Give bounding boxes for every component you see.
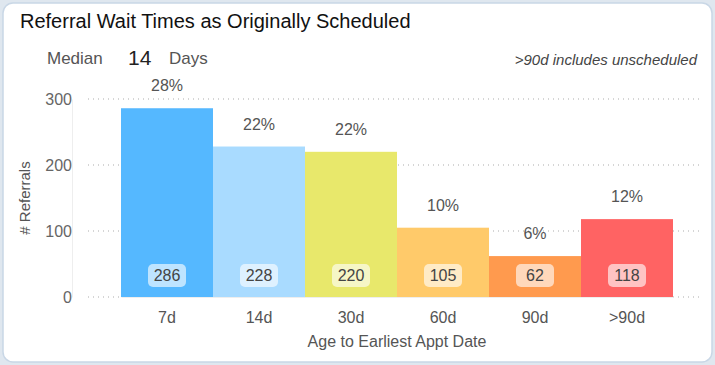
- y-tick: 200: [45, 157, 72, 174]
- data-label: 118: [614, 267, 640, 284]
- data-labels: 286 228 220 105 62 118: [148, 264, 646, 287]
- card-background: [3, 3, 712, 362]
- x-axis-line: [122, 297, 674, 298]
- bar: [489, 256, 581, 297]
- x-tick-label: 30d: [338, 309, 365, 326]
- median-label: Median: [47, 49, 103, 68]
- data-label: 105: [430, 267, 457, 284]
- bar: [397, 228, 489, 297]
- median-unit: Days: [169, 49, 208, 68]
- data-label-badge: [424, 264, 462, 287]
- data-label: 220: [338, 267, 365, 284]
- percent-labels: 28% 22% 22% 10% 6% 12%: [151, 77, 643, 242]
- x-tick: >90d: [609, 297, 645, 326]
- y-tick: 300: [45, 91, 72, 108]
- x-tick-label: 90d: [522, 309, 549, 326]
- percent-label: 22%: [243, 116, 275, 133]
- bar: [305, 152, 397, 297]
- data-label: 228: [246, 267, 273, 284]
- y-axis-line: [72, 100, 73, 298]
- chart-svg: Referral Wait Times as Originally Schedu…: [0, 0, 715, 365]
- data-label-badge: [332, 264, 370, 287]
- percent-label: 10%: [427, 197, 459, 214]
- x-tick: 30d: [338, 297, 365, 326]
- data-label-badge: [516, 264, 554, 287]
- x-tick-label: 7d: [158, 309, 176, 326]
- data-label-badge: [148, 264, 186, 287]
- chart-container: Referral Wait Times as Originally Schedu…: [0, 0, 715, 365]
- y-tick: 0: [63, 289, 72, 306]
- y-tick-label: 100: [45, 223, 72, 240]
- bar: [581, 219, 673, 297]
- data-label: 62: [526, 267, 544, 284]
- percent-label: 28%: [151, 77, 183, 94]
- percent-label: 12%: [611, 188, 643, 205]
- y-axis: 0 100 200 300: [45, 91, 72, 306]
- data-label-badge: [240, 264, 278, 287]
- x-tick-label: 60d: [430, 309, 457, 326]
- annotation: >90d includes unscheduled: [515, 51, 698, 68]
- median-value: 14: [128, 46, 152, 69]
- y-tick-label: 300: [45, 91, 72, 108]
- percent-label: 22%: [335, 121, 367, 138]
- x-axis: 7d 14d 30d 60d 90d >90d: [122, 297, 674, 326]
- bar: [121, 108, 213, 297]
- x-tick-label: 14d: [246, 309, 273, 326]
- x-tick-label: >90d: [609, 309, 645, 326]
- y-tick-label: 0: [63, 289, 72, 306]
- x-tick: 7d: [158, 297, 176, 326]
- bar: [213, 147, 305, 297]
- percent-label: 6%: [523, 225, 546, 242]
- grid-line: [88, 98, 700, 100]
- x-tick: 90d: [522, 297, 549, 326]
- y-tick: 100: [45, 223, 72, 240]
- data-label: 286: [154, 267, 181, 284]
- grid: [88, 99, 700, 297]
- y-tick-label: 200: [45, 157, 72, 174]
- x-tick: 14d: [246, 297, 273, 326]
- x-tick: 60d: [430, 297, 457, 326]
- x-axis-title: Age to Earliest Appt Date: [308, 333, 487, 350]
- title: Referral Wait Times as Originally Schedu…: [20, 10, 411, 32]
- data-label-badge: [608, 264, 646, 287]
- y-axis-title: # Referrals: [16, 161, 33, 234]
- bars: [121, 108, 673, 297]
